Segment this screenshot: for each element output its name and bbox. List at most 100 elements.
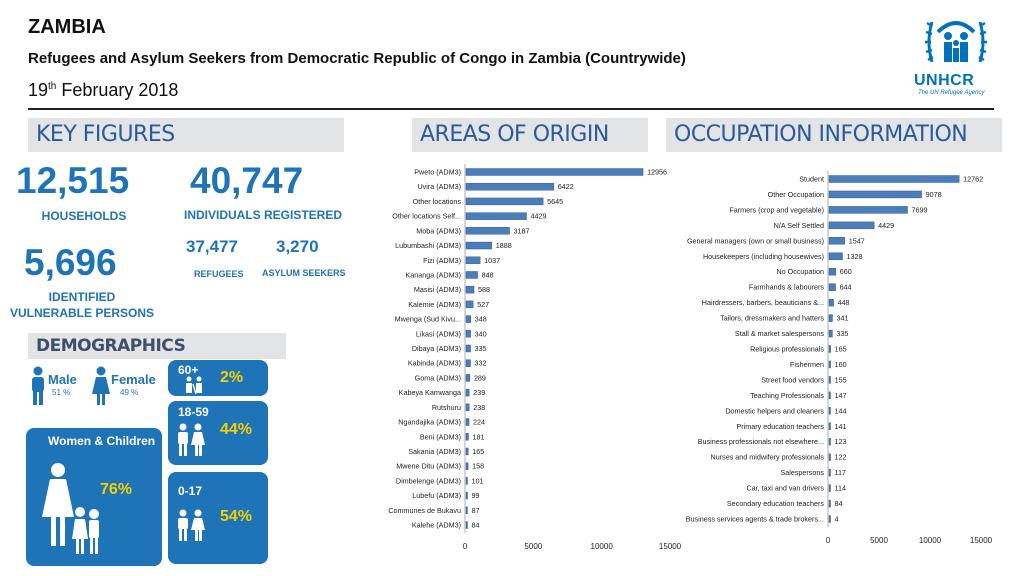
origin-category-label: Lubumbashi (ADM3) <box>395 241 461 250</box>
origin-value-label: 12956 <box>647 168 667 177</box>
origin-tick-label: 0 <box>463 542 468 551</box>
occupation-tick-label: 5000 <box>870 536 888 545</box>
origin-bar <box>465 418 470 426</box>
origin-tick-label: 5000 <box>524 542 542 551</box>
occupation-bar <box>828 190 922 199</box>
origin-value-label: 4429 <box>531 212 547 221</box>
date-rest: February 2018 <box>56 80 179 100</box>
refugees-value: 37,477 <box>186 237 238 256</box>
women-children-pct: 76% <box>100 481 133 498</box>
occupation-bar <box>828 499 831 508</box>
origin-bar <box>465 241 493 250</box>
occupation-bar <box>828 283 836 291</box>
male-pct: 51 % <box>52 388 71 397</box>
origin-bar <box>465 168 644 176</box>
origin-value-label: 588 <box>478 285 490 294</box>
origin-value-label: 335 <box>475 344 487 353</box>
origin-value-label: 340 <box>475 329 487 338</box>
origin-category-label: Kananga (ADM3) <box>405 270 461 279</box>
households-value: 12,515 <box>16 160 130 201</box>
origin-category-label: Beni (ADM3) <box>420 432 461 441</box>
origin-value-label: 101 <box>472 476 484 485</box>
occupation-bar <box>828 515 831 523</box>
age-60-label: 60+ <box>178 363 199 377</box>
occupation-bar <box>828 468 831 477</box>
origin-value-label: 1888 <box>496 241 512 250</box>
occupation-tick-label: 10000 <box>919 536 942 545</box>
occupation-value-label: 4 <box>835 515 839 524</box>
elderly-icon <box>186 376 202 394</box>
occupation-bar <box>828 422 831 430</box>
occupation-category-label: Farmhands & labourers <box>749 283 825 292</box>
occupation-value-label: 165 <box>835 345 847 354</box>
male-icon <box>32 366 44 405</box>
age-60-box: 60+ 2% <box>168 360 268 396</box>
origin-bar <box>465 359 471 367</box>
age-0-pct: 54% <box>220 508 253 525</box>
origin-tick-label: 10000 <box>591 542 614 551</box>
male-label: Male <box>48 372 77 387</box>
origin-category-label: Mwene Ditu (ADM3) <box>396 462 461 471</box>
households-label: HOUSEHOLDS <box>41 209 127 223</box>
female-label: Female <box>111 372 156 387</box>
occupation-value-label: 448 <box>838 298 850 307</box>
occupation-category-label: Fishermen <box>790 360 824 369</box>
origin-category-label: Dimbelenge (ADM3) <box>396 476 461 485</box>
origin-bar <box>465 212 527 220</box>
occupation-bar <box>828 314 833 322</box>
occupation-bar <box>828 453 831 461</box>
occupation-bar <box>828 268 836 276</box>
origin-category-label: Lubefu (ADM3) <box>412 491 461 500</box>
age-18-pct: 44% <box>220 421 253 438</box>
occupation-value-label: 335 <box>836 329 848 338</box>
origin-value-label: 5645 <box>547 197 563 206</box>
occupation-bar <box>828 329 833 338</box>
origin-category-label: Uvira (ADM3) <box>417 182 461 191</box>
children-icon <box>178 509 205 541</box>
origin-value-label: 1037 <box>484 256 500 265</box>
origin-bar <box>465 256 481 264</box>
origin-bar <box>465 300 474 309</box>
age-60-pct: 2% <box>220 369 244 386</box>
asylum-label: ASYLUM SEEKERS <box>262 268 346 278</box>
origin-category-label: Kalemie (ADM3) <box>408 300 461 309</box>
origin-bar <box>465 374 471 382</box>
occupation-value-label: 144 <box>835 406 847 415</box>
occupation-value-label: 4429 <box>878 221 894 230</box>
occupation-bar <box>828 391 831 400</box>
occupation-category-label: Housekeepers (including housewives) <box>703 252 824 261</box>
occupation-bar <box>828 345 831 353</box>
origin-value-label: 3187 <box>514 226 530 235</box>
occupation-tick-label: 15000 <box>970 536 993 545</box>
origin-value-label: 165 <box>472 447 484 456</box>
occupation-category-label: Business professionals not elsewhere... <box>698 437 824 446</box>
individuals-label: INDIVIDUALS REGISTERED <box>183 208 342 222</box>
origin-value-label: 239 <box>473 388 485 397</box>
vulnerable-label-line2: VULNERABLE PERSONS <box>9 306 155 320</box>
female-pct: 49 % <box>120 388 139 397</box>
occupation-category-label: Other Occupation <box>768 190 824 199</box>
occupation-bar <box>828 407 831 415</box>
occupation-value-label: 84 <box>835 499 843 508</box>
occupation-value-label: 660 <box>840 267 852 276</box>
origin-bar <box>465 477 468 485</box>
occupation-bar <box>828 252 843 260</box>
woman-child-icon <box>42 463 99 554</box>
origin-category-label: Other locations Self... <box>392 212 461 221</box>
origin-value-label: 99 <box>472 491 480 500</box>
occupation-bar <box>828 376 831 384</box>
occupation-value-label: 12762 <box>963 175 983 184</box>
origin-category-label: Rutshuru <box>432 403 461 412</box>
origin-category-label: Masisi (ADM3) <box>414 285 461 294</box>
age-18-box: 18-59 44% <box>168 401 268 465</box>
occupation-value-label: 1328 <box>847 252 863 261</box>
occupation-category-label: Salespersons <box>780 468 824 477</box>
occupation-bar <box>828 221 875 230</box>
header-divider <box>28 108 994 110</box>
occupation-category-label: Car, taxi and van drivers <box>746 484 824 493</box>
origin-category-label: Likasi (ADM3) <box>416 329 461 338</box>
occupation-category-label: Religious professionals <box>750 345 824 354</box>
occupation-category-label: Student <box>799 175 824 184</box>
origin-value-label: 224 <box>473 418 485 427</box>
